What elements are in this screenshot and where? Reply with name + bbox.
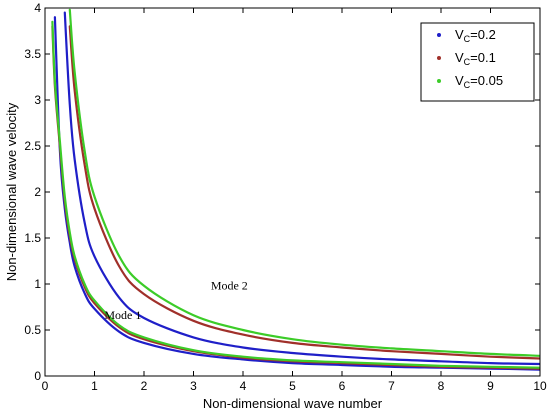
y-axis: 0 0.5 1 1.5 2 2.5 3 3.5 4 (24, 1, 540, 383)
legend-entry: VC=0.1 (455, 50, 496, 67)
x-tick-label: 3 (190, 379, 197, 393)
legend-marker (437, 56, 441, 60)
annotation-label: Mode 1 (104, 308, 141, 322)
annotation-label: Mode 2 (211, 279, 248, 293)
x-tick-label: 0 (42, 379, 49, 393)
x-tick-label: 1 (91, 379, 98, 393)
y-tick-label: 2 (34, 185, 41, 199)
x-tick-label: 2 (141, 379, 148, 393)
y-tick-label: 2.5 (24, 139, 41, 153)
legend-entry: VC=0.05 (455, 73, 503, 90)
y-tick-label: 1.5 (24, 231, 41, 245)
series-line-3-mode2 (68, 8, 540, 357)
series-line-3-mode1 (51, 20, 540, 369)
x-axis: 0 1 2 3 4 5 6 7 8 9 10 (42, 8, 547, 393)
x-tick-label: 5 (289, 379, 296, 393)
x-axis-label: Non-dimensional wave number (203, 396, 383, 411)
plot-curves (51, 8, 540, 371)
legend: VC=0.2 VC=0.1 VC=0.05 (420, 22, 535, 102)
x-tick-label: 8 (438, 379, 445, 393)
series-line-2-mode2 (68, 25, 540, 360)
y-axis-label: Non-dimensional wave velocity (4, 102, 19, 281)
legend-marker (437, 33, 441, 37)
y-tick-label: 4 (34, 1, 41, 15)
annotations: Mode 1 Mode 2 (104, 279, 247, 322)
y-tick-label: 1 (34, 277, 41, 291)
x-tick-label: 4 (240, 379, 247, 393)
y-tick-label: 3 (34, 93, 41, 107)
x-tick-label: 9 (487, 379, 494, 393)
y-tick-label: 0 (34, 369, 41, 383)
y-tick-label: 0.5 (24, 323, 41, 337)
x-tick-label: 7 (388, 379, 395, 393)
y-tick-label: 3.5 (24, 47, 41, 61)
legend-marker (437, 79, 441, 83)
legend-entry: VC=0.2 (455, 27, 496, 44)
x-tick-label: 6 (339, 379, 346, 393)
series-line-1-mode2 (63, 11, 540, 366)
x-tick-label: 10 (533, 379, 547, 393)
